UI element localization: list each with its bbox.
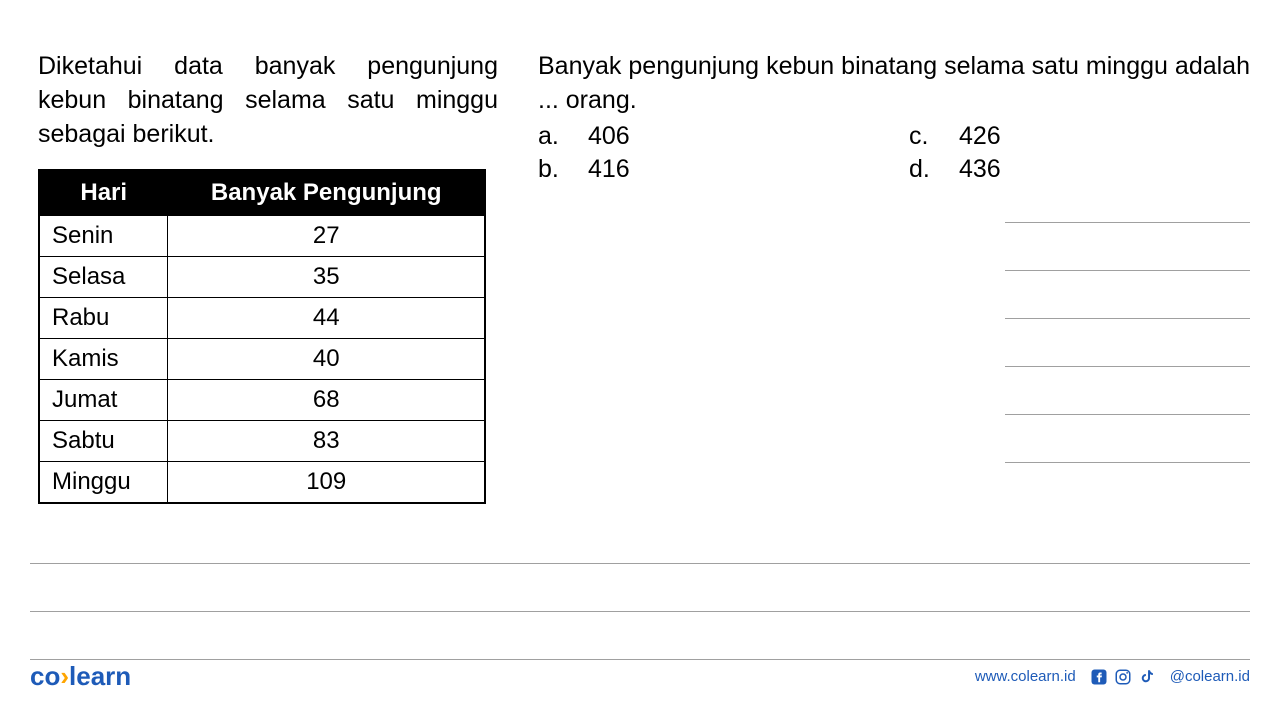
option-b: b. 416 — [538, 155, 879, 184]
cell-count: 44 — [168, 298, 485, 339]
ruled-lines-right — [1005, 175, 1250, 463]
option-value: 416 — [588, 155, 630, 184]
tiktok-icon — [1138, 668, 1156, 686]
cell-day: Kamis — [39, 339, 168, 380]
cell-count: 68 — [168, 380, 485, 421]
cell-count: 83 — [168, 421, 485, 462]
table-row: Minggu 109 — [39, 462, 485, 504]
option-label: b. — [538, 155, 568, 184]
option-c: c. 426 — [909, 122, 1250, 151]
ruled-line — [30, 612, 1250, 660]
ruled-line — [1005, 415, 1250, 463]
website-url: www.colearn.id — [975, 668, 1076, 685]
ruled-line — [30, 516, 1250, 564]
logo-dot: › — [60, 661, 69, 691]
left-column: Diketahui data banyak pengunjung kebun b… — [38, 50, 498, 504]
table-row: Jumat 68 — [39, 380, 485, 421]
question-text: Banyak pengunjung kebun binatang selama … — [538, 50, 1250, 118]
table-row: Kamis 40 — [39, 339, 485, 380]
logo-part2: learn — [69, 661, 131, 691]
ruled-line — [1005, 175, 1250, 223]
cell-count: 109 — [168, 462, 485, 504]
cell-day: Minggu — [39, 462, 168, 504]
table-header-day: Hari — [39, 170, 168, 216]
footer: co›learn www.colearn.id @colearn.id — [0, 661, 1280, 692]
footer-right: www.colearn.id @colearn.id — [975, 668, 1250, 686]
table-body: Senin 27 Selasa 35 Rabu 44 Kamis 40 Juma… — [39, 216, 485, 504]
ruled-lines-bottom — [30, 516, 1250, 660]
option-label: c. — [909, 122, 939, 151]
facebook-icon — [1090, 668, 1108, 686]
cell-day: Selasa — [39, 257, 168, 298]
table-row: Sabtu 83 — [39, 421, 485, 462]
social-handle: @colearn.id — [1170, 668, 1250, 685]
cell-day: Sabtu — [39, 421, 168, 462]
option-label: d. — [909, 155, 939, 184]
cell-day: Jumat — [39, 380, 168, 421]
cell-count: 35 — [168, 257, 485, 298]
cell-day: Rabu — [39, 298, 168, 339]
cell-count: 27 — [168, 216, 485, 257]
option-label: a. — [538, 122, 568, 151]
option-value: 436 — [959, 155, 1001, 184]
ruled-line — [1005, 223, 1250, 271]
option-a: a. 406 — [538, 122, 879, 151]
intro-text: Diketahui data banyak pengunjung kebun b… — [38, 50, 498, 151]
table-row: Rabu 44 — [39, 298, 485, 339]
ruled-line — [1005, 271, 1250, 319]
social-icons — [1090, 668, 1156, 686]
cell-count: 40 — [168, 339, 485, 380]
logo-part1: co — [30, 661, 60, 691]
ruled-line — [30, 564, 1250, 612]
instagram-icon — [1114, 668, 1132, 686]
logo: co›learn — [30, 661, 131, 692]
visitor-table: Hari Banyak Pengunjung Senin 27 Selasa 3… — [38, 169, 486, 504]
table-row: Senin 27 — [39, 216, 485, 257]
ruled-line — [1005, 319, 1250, 367]
table-header-count: Banyak Pengunjung — [168, 170, 485, 216]
option-value: 426 — [959, 122, 1001, 151]
table-row: Selasa 35 — [39, 257, 485, 298]
ruled-line — [1005, 367, 1250, 415]
cell-day: Senin — [39, 216, 168, 257]
option-value: 406 — [588, 122, 630, 151]
